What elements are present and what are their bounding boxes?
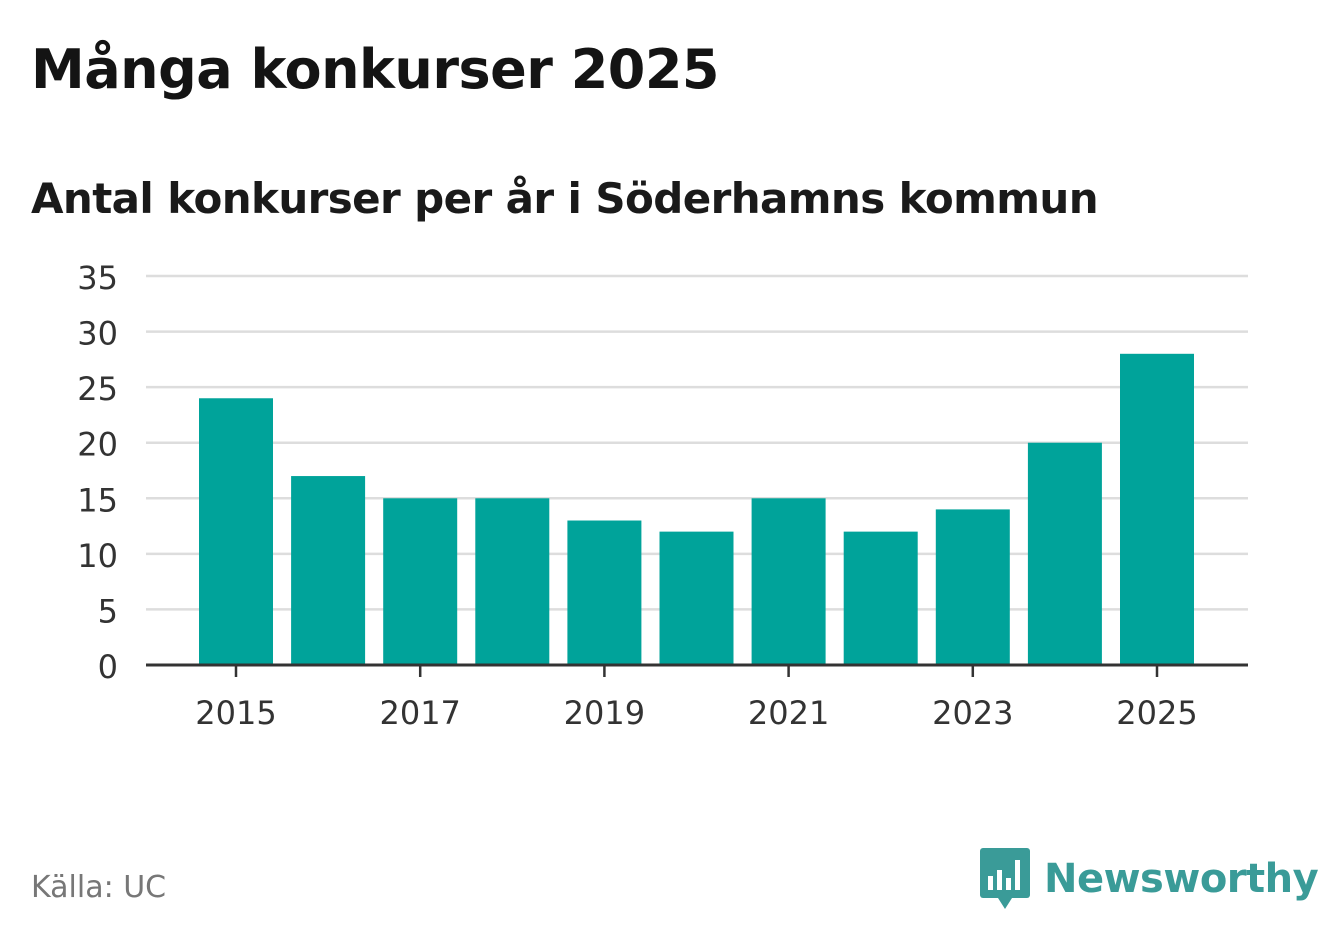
x-tick-label: 2025 bbox=[1116, 694, 1197, 732]
bar-2019 bbox=[567, 520, 642, 665]
y-tick-label: 30 bbox=[77, 315, 118, 353]
bar-2024 bbox=[1027, 442, 1102, 665]
bar-2023 bbox=[935, 509, 1010, 665]
y-tick-label: 35 bbox=[77, 259, 118, 297]
bar-2017 bbox=[383, 498, 458, 665]
newsworthy-logo-icon bbox=[980, 848, 1030, 909]
y-tick-label: 5 bbox=[98, 592, 118, 630]
y-tick-label: 20 bbox=[77, 426, 118, 464]
brand-name: Newsworthy bbox=[1044, 856, 1319, 902]
bar-2015 bbox=[199, 398, 273, 665]
bar-2022 bbox=[843, 531, 918, 665]
y-tick-label: 25 bbox=[77, 370, 118, 408]
x-tick-label: 2023 bbox=[932, 694, 1013, 732]
bar-2016 bbox=[291, 476, 366, 665]
x-tick-label: 2019 bbox=[564, 694, 645, 732]
y-tick-label: 10 bbox=[77, 537, 118, 575]
bar-2025 bbox=[1120, 353, 1194, 665]
x-tick-label: 2015 bbox=[195, 694, 276, 732]
chart-subtitle: Antal konkurser per år i Söderhamns komm… bbox=[31, 174, 1099, 223]
bar-2020 bbox=[659, 531, 734, 665]
y-tick-label: 15 bbox=[77, 481, 118, 519]
brand-logo[interactable]: Newsworthy bbox=[980, 848, 1319, 910]
y-axis-tick-labels: 0 5 10 15 20 25 30 35 bbox=[77, 259, 118, 686]
source-note: Källa: UC bbox=[31, 870, 167, 905]
y-tick-label: 0 bbox=[98, 648, 118, 686]
x-axis-tick-labels: 2015 2017 2019 2021 2023 2025 bbox=[195, 665, 1198, 732]
chart-title: Många konkurser 2025 bbox=[31, 38, 720, 101]
bar-2018 bbox=[475, 498, 550, 665]
x-tick-label: 2021 bbox=[748, 694, 829, 732]
bar-2021 bbox=[751, 498, 826, 665]
bars bbox=[199, 353, 1194, 665]
x-tick-label: 2017 bbox=[379, 694, 460, 732]
